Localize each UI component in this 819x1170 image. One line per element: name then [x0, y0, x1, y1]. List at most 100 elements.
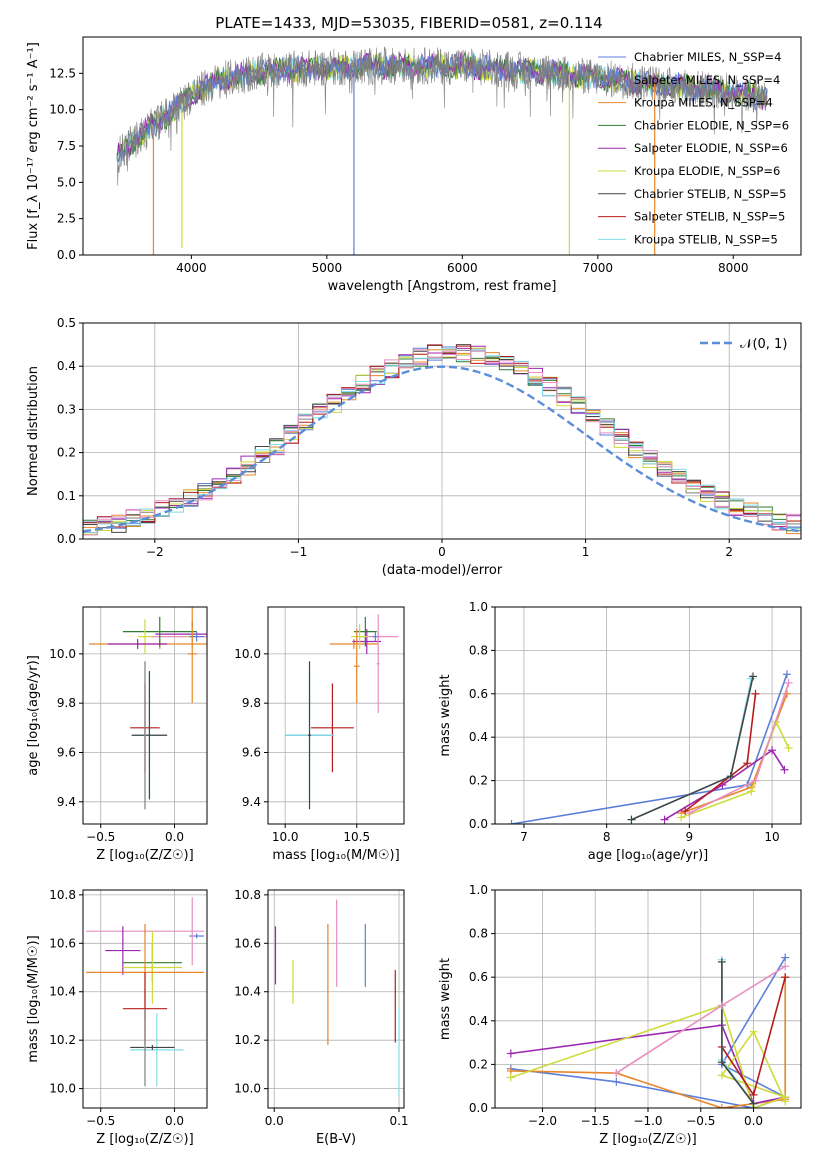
axes-frame: [494, 606, 802, 825]
y-tick-label: 0.1: [57, 489, 76, 503]
x-axis-label: Z [log₁₀(Z/Z☉)]: [599, 1132, 696, 1147]
x-tick-label: 0.0: [744, 1114, 763, 1128]
legend-entry: Kroupa STELIB, N_SSP=5: [634, 232, 778, 246]
series-line-salpeter_elodie: [510, 1024, 786, 1105]
y-tick-label: 10.6: [49, 936, 76, 950]
x-tick-label: −1.0: [633, 1114, 662, 1128]
axes-frame: [267, 606, 405, 825]
y-tick-label: 0.0: [57, 532, 76, 546]
x-tick-label: −2: [146, 545, 164, 559]
x-tick-label: 8: [603, 830, 611, 844]
y-tick-label: 5.0: [57, 175, 76, 189]
weight_vs_age-series: [507, 670, 793, 824]
y-tick-label: 0.2: [469, 774, 488, 788]
y-tick-label: 12.5: [49, 66, 76, 80]
x-tick-label: 5000: [312, 261, 343, 275]
spectrum-frame: 4000 5000 6000 7000 8000 0.0 2.5 5.0 7.5 10.0 12.5…: [26, 36, 802, 294]
series-line-pink: [689, 682, 790, 814]
series-line-kroupa_miles: [680, 693, 788, 814]
age_vs_Z-frame: −0.5 0.0 9.4 9.6 9.8 10.0 Z [log₁₀(Z/Z☉)] age […: [26, 606, 208, 863]
y-tick-label: 7.5: [57, 139, 76, 153]
hist-pink: [83, 349, 801, 536]
weight_vs_Z-series: [506, 953, 790, 1108]
x-tick-label: 2: [725, 545, 733, 559]
y-tick-label: 10.2: [234, 1033, 261, 1047]
y-tick-label: 1.0: [469, 600, 488, 614]
axes-frame: [82, 889, 208, 1109]
y-tick-label: 9.8: [57, 696, 76, 710]
spectrum-legend: Chabrier MILES, N_SSP=4 Salpeter MILES, N…: [598, 50, 789, 246]
y-tick-label: 10.0: [49, 647, 76, 661]
y-tick-label: 0.0: [469, 817, 488, 831]
legend-entry: Salpeter MILES, N_SSP=4: [634, 73, 780, 87]
age_vs_mass-axes: [268, 607, 404, 824]
series-line-chabrier_stelib: [721, 961, 755, 1105]
mass_vs_Z-points: [85, 897, 205, 1087]
x-tick-label: 0.0: [165, 830, 184, 844]
y-tick-label: 10.6: [234, 936, 261, 950]
x-axis-label: mass [log₁₀(M/M☉)]: [272, 848, 399, 863]
legend-entry: Kroupa ELODIE, N_SSP=6: [634, 164, 780, 178]
y-tick-label: 0.5: [57, 316, 76, 330]
age_vs_mass-frame: 10.0 10.5 9.4 9.6 9.8 10.0 mass [log₁₀(M/M☉)]: [234, 606, 405, 863]
weight_vs_age-frame: 7 8 9 10 0.0 0.2 0.4 0.6 0.8 1.0 age [log₁₀(age/yr…: [438, 600, 802, 863]
y-tick-label: 0.6: [469, 970, 488, 984]
series-line-salpeter_elodie: [664, 749, 786, 821]
x-tick-label: −2.0: [528, 1114, 557, 1128]
weight_vs_Z-axes: [495, 889, 801, 1109]
y-tick-label: 0.8: [469, 927, 488, 941]
y-tick-label: 10.8: [49, 888, 76, 902]
legend-entry: 𝒩(0, 1): [740, 337, 787, 352]
y-axis-label: Flux [f_λ 10⁻¹⁷ erg cm⁻² s⁻¹ A⁻¹]: [26, 42, 41, 250]
legend-entry: Salpeter ELODIE, N_SSP=6: [634, 141, 788, 155]
y-tick-label: 10.0: [49, 103, 76, 117]
legend-entry: Chabrier STELIB, N_SSP=5: [634, 187, 786, 201]
y-tick-label: 0.0: [469, 1101, 488, 1115]
x-tick-label: 0.1: [389, 1114, 408, 1128]
y-tick-label: 10.0: [234, 647, 261, 661]
y-axis-label: Normed distribution: [26, 366, 41, 496]
legend-entry: Salpeter STELIB, N_SSP=5: [634, 210, 785, 224]
y-tick-label: 0.4: [469, 730, 488, 744]
y-tick-label: 9.4: [242, 795, 261, 809]
x-tick-label: 10.5: [343, 830, 370, 844]
hist-legend: 𝒩(0, 1): [700, 337, 787, 352]
x-tick-label: 0.0: [265, 1114, 284, 1128]
y-tick-label: 0.6: [469, 687, 488, 701]
y-axis-label: mass weight: [438, 674, 453, 756]
residuals-frame: −2 −1 0 1 2 0.0 0.1 0.2 0.3 0.4 0.5 (data-model)/er…: [26, 316, 802, 578]
mass_vs_ebv-points: [274, 899, 400, 1096]
x-axis-label: wavelength [Angstrom, rest frame]: [328, 279, 557, 294]
x-tick-label: 10: [764, 830, 779, 844]
y-tick-label: 9.4: [57, 795, 76, 809]
y-axis-label: age [log₁₀(age/yr)]: [26, 655, 41, 776]
y-tick-label: 0.4: [57, 359, 76, 373]
legend-entry: Chabrier ELODIE, N_SSP=6: [634, 118, 789, 132]
y-tick-label: 2.5: [57, 212, 76, 226]
legend-entry: Kroupa MILES, N_SSP=4: [634, 96, 773, 110]
y-tick-label: 9.8: [242, 696, 261, 710]
figure-title: PLATE=1433, MJD=53035, FIBERID=0581, z=0…: [215, 14, 602, 32]
x-tick-label: 0: [438, 545, 446, 559]
normal-curve: [83, 365, 799, 533]
x-tick-label: 7000: [583, 261, 614, 275]
y-tick-label: 10.4: [49, 985, 76, 999]
x-tick-label: 10.0: [272, 830, 299, 844]
y-tick-label: 1.0: [469, 883, 488, 897]
y-axis-label: mass weight: [438, 958, 453, 1040]
x-axis-label: age [log₁₀(age/yr)]: [588, 848, 709, 863]
x-tick-label: 4000: [176, 261, 207, 275]
y-tick-label: 0.2: [57, 446, 76, 460]
y-tick-label: 0.3: [57, 402, 76, 416]
mass_vs_ebv-axes: [268, 890, 404, 1108]
age_vs_Z-points: [88, 607, 207, 810]
series-line-chabrier_miles: [511, 674, 788, 824]
x-axis-label: E(B-V): [316, 1132, 356, 1147]
y-tick-label: 10.8: [234, 888, 261, 902]
hist-lines: [83, 344, 801, 536]
y-tick-label: 10.0: [234, 1082, 261, 1096]
y-axis-label: mass [log₁₀(M/M☉)]: [26, 935, 41, 1062]
x-tick-label: −1: [290, 545, 308, 559]
y-tick-label: 10.2: [49, 1033, 76, 1047]
